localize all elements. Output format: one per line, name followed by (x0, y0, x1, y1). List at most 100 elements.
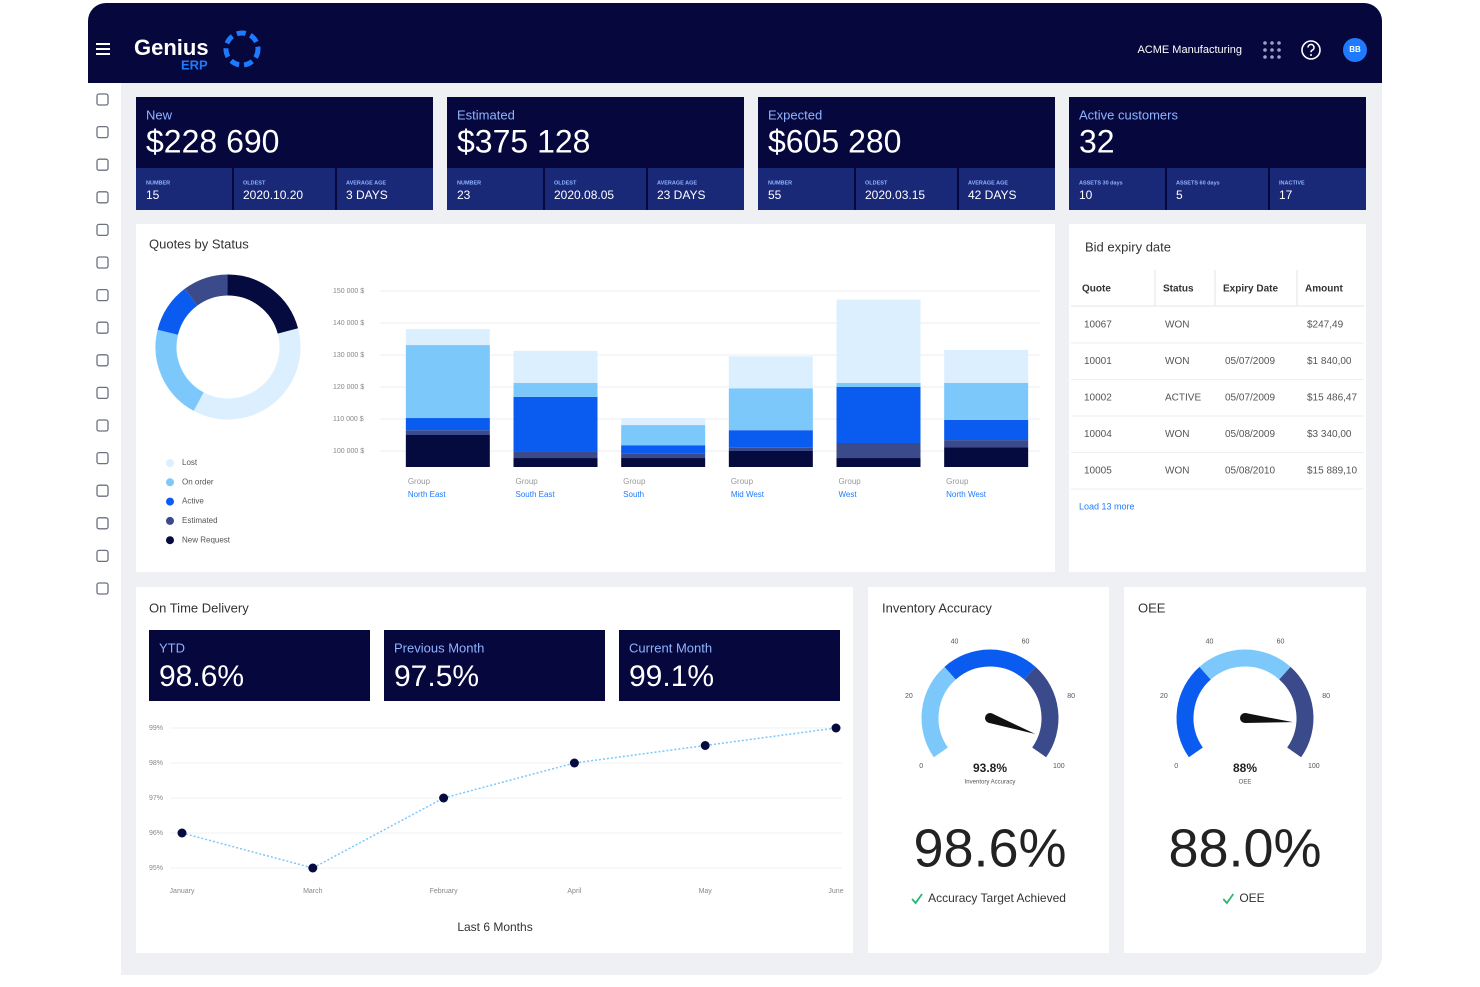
bar-segment (944, 447, 1029, 467)
gauge-value: 88% (1233, 761, 1257, 775)
gauge-band (1176, 666, 1212, 758)
load-more-link[interactable]: Load 13 more (1079, 501, 1135, 511)
donut-segment (227, 274, 299, 335)
bar-segment (728, 451, 813, 467)
kpi-stat-value: 2020.03.15 (865, 188, 925, 202)
table-cell: $247,49 (1307, 320, 1344, 331)
sidebar-icon (96, 125, 109, 139)
bar-segment (728, 430, 813, 448)
kpi-stat-label: ASSETS 60 days (1176, 180, 1220, 186)
table-cell: 10067 (1084, 320, 1112, 331)
gauge-needle (1244, 713, 1293, 723)
table-cell: $1 840,00 (1307, 356, 1352, 367)
bar-segment (944, 382, 1029, 420)
help-button[interactable] (1301, 40, 1321, 60)
gauge-tick-label: 80 (1067, 693, 1075, 700)
bar-segment (621, 445, 706, 454)
gauge-hub (1240, 713, 1250, 723)
column-header: Amount (1305, 284, 1343, 295)
table-cell: 10004 (1084, 429, 1112, 440)
x-tick-label: June (828, 888, 843, 895)
gauge-band (1023, 666, 1059, 758)
sidebar-icon (96, 582, 109, 595)
avatar-initials: BB (1349, 45, 1361, 54)
tile-value: 98.6% (159, 660, 244, 693)
gauge-tick-label: 40 (1206, 639, 1214, 646)
table-cell: $15 486,47 (1307, 393, 1357, 404)
gauge-caption: Inventory Accuracy (965, 780, 1016, 786)
legend-swatch (166, 497, 174, 506)
column-header: Expiry Date (1223, 284, 1278, 295)
sidebar-icons (96, 93, 109, 595)
x-tick-label: South (623, 490, 644, 499)
delivery-tile (619, 630, 840, 701)
bar-segment (513, 396, 598, 452)
table-cell: WON (1165, 320, 1189, 331)
bar-segment (728, 388, 813, 431)
bar-segment (836, 387, 921, 443)
kpi-value: $228 690 (146, 123, 279, 159)
bar-segment (405, 430, 490, 435)
table-cell: ACTIVE (1165, 393, 1201, 404)
legend-swatch (166, 478, 174, 487)
table-cell: WON (1165, 429, 1189, 440)
check-icon (911, 893, 923, 905)
kpi-value: 32 (1079, 123, 1115, 159)
product: ERP (181, 57, 208, 72)
x-tick-group: Group (408, 477, 431, 486)
kpi-label: New (146, 107, 173, 122)
gauge-band (921, 666, 957, 758)
y-tick-label: 99% (149, 725, 163, 732)
bar-segment (621, 453, 706, 459)
kpi-stat-label: OLDEST (554, 180, 577, 186)
apps-button[interactable] (1263, 41, 1281, 59)
gauge-tick-label: 20 (1160, 693, 1168, 700)
sidebar-icon (96, 517, 109, 530)
x-tick-label: February (430, 888, 459, 895)
column-header: Quote (1082, 284, 1111, 295)
tile-value: 97.5% (394, 660, 479, 693)
kpi-stat-label: NUMBER (146, 180, 170, 186)
bar-segment (405, 345, 490, 419)
sidebar-icon (96, 354, 109, 367)
sidebar-icon (96, 158, 109, 171)
x-axis-label: Last 6 Months (457, 920, 532, 934)
legend-label: Active (182, 497, 204, 506)
gauge-tick-label: 100 (1053, 763, 1065, 770)
table-cell: 05/07/2009 (1225, 393, 1275, 404)
sidebar-icon (96, 223, 109, 237)
gauge-band (1199, 649, 1291, 680)
donut-segment (155, 329, 205, 411)
y-tick-label: 96% (149, 830, 163, 837)
legend-label: On order (182, 477, 214, 486)
bar-segment (944, 349, 1029, 383)
avatar[interactable] (1343, 38, 1367, 62)
table-cell: 10001 (1084, 356, 1112, 367)
sidebar-icon (96, 549, 109, 563)
x-tick-label: North East (408, 490, 447, 499)
bar-segment (836, 299, 921, 383)
legend-swatch (166, 459, 174, 467)
x-tick-group: Group (946, 477, 969, 486)
kpi-stat-value: 42 DAYS (968, 188, 1016, 202)
brand: Genius (134, 35, 209, 60)
x-tick-label: May (699, 888, 713, 895)
kpi-stat-label: ASSETS 30 days (1079, 180, 1123, 186)
kpi-stat-value: 2020.08.05 (554, 188, 614, 202)
y-tick-label: 130 000 $ (333, 352, 364, 359)
tile-value: 99.1% (629, 660, 714, 693)
bar-segment (405, 435, 490, 467)
kpi-stat-value: 2020.10.20 (243, 188, 303, 202)
gauge-tick-label: 20 (905, 693, 913, 700)
bar-segment (513, 451, 598, 459)
sidebar-icon (96, 419, 109, 432)
kpi-stat-value: 15 (146, 188, 160, 202)
bar-segment (513, 382, 598, 397)
legend-label: New Request (182, 535, 231, 544)
gauge-needle (988, 713, 1036, 735)
bar-segment (944, 419, 1029, 441)
menu-button[interactable] (96, 43, 110, 55)
donut-segment (157, 288, 198, 336)
bid-panel (1069, 224, 1366, 572)
